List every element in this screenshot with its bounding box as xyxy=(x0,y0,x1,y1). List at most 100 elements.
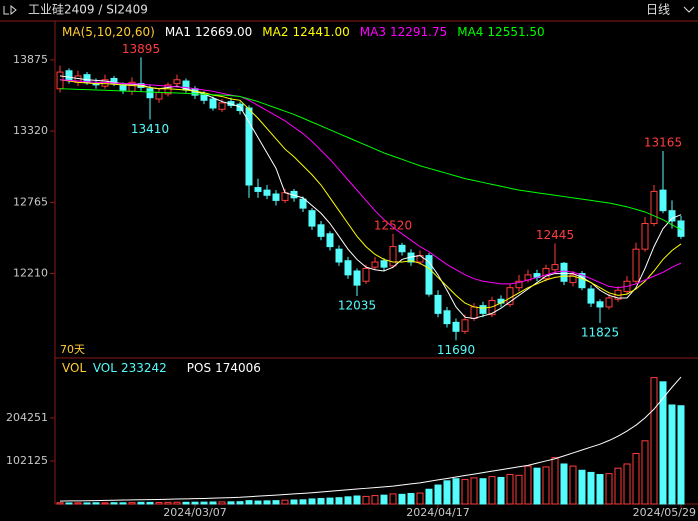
toolbar: 工业硅2409 / SI2409 日线 xyxy=(3,3,695,17)
volume-bar xyxy=(74,502,82,505)
candle-body xyxy=(371,261,379,268)
volume-bar xyxy=(110,502,118,505)
period[interactable]: 日线 xyxy=(646,3,670,17)
low-label: 11690 xyxy=(437,343,475,357)
volume-bar xyxy=(281,499,289,505)
volume-bar xyxy=(425,488,433,505)
volume-bar xyxy=(218,501,226,505)
high-label: 13165 xyxy=(644,135,682,149)
candle-body xyxy=(470,306,478,319)
x-tick-label: 2024/03/07 xyxy=(163,506,226,519)
volume-bar xyxy=(236,501,244,505)
legend-value: 12291.75 xyxy=(390,25,447,39)
volume-bar xyxy=(632,452,640,505)
legend-name: MA2 xyxy=(262,25,288,39)
candle-body xyxy=(596,301,604,308)
candle-body xyxy=(335,248,343,263)
volume-bar xyxy=(614,467,622,505)
vol-value: 233242 xyxy=(121,361,167,375)
volume-bar xyxy=(623,463,631,505)
candle-body xyxy=(641,223,649,250)
vol-name: VOL xyxy=(93,361,117,375)
candle-body xyxy=(317,224,325,237)
symbol[interactable]: 工业硅2409 / SI2409 xyxy=(28,3,148,17)
candle-body xyxy=(479,305,487,314)
volume-bar xyxy=(650,377,658,505)
volume-bar xyxy=(119,502,127,505)
x-tick-label: 2024/05/29 xyxy=(633,506,696,519)
volume-bar xyxy=(677,405,685,505)
volume-bar xyxy=(317,498,325,505)
volume-bar xyxy=(155,502,163,505)
volume-bar xyxy=(335,497,343,505)
volume-bar xyxy=(668,404,676,505)
candle-body xyxy=(659,189,667,212)
volume-bar xyxy=(290,499,298,505)
vol-title: VOL xyxy=(62,361,86,375)
volume-bar xyxy=(380,494,388,505)
volume-bar xyxy=(56,502,64,505)
volume-bar xyxy=(461,479,469,505)
ma-line xyxy=(59,79,682,309)
volume-bar xyxy=(587,471,595,505)
candle-body xyxy=(452,321,460,332)
volume-bar xyxy=(479,478,487,505)
volume-bar xyxy=(164,501,172,505)
candle-body xyxy=(272,193,280,201)
volume-bar xyxy=(560,463,568,505)
volume-bar xyxy=(83,502,91,505)
candle-body xyxy=(146,88,154,99)
high-label: 12520 xyxy=(374,218,412,232)
y-tick-label: 13320 xyxy=(13,124,48,137)
candle-body xyxy=(83,74,91,83)
volume-bar xyxy=(65,502,73,505)
ma-title: MA(5,10,20,60) xyxy=(62,25,155,39)
y-tick-label: 12210 xyxy=(13,267,48,280)
pos-line xyxy=(59,376,682,502)
vol-header: VOL VOL 233242 POS 174006 xyxy=(62,361,261,375)
days-label: 70天 xyxy=(60,343,85,356)
candle-body xyxy=(308,210,316,227)
volume-bar xyxy=(533,467,541,505)
volume-bar xyxy=(344,496,352,505)
volume-bar xyxy=(101,502,109,505)
candle-body xyxy=(587,288,595,304)
volume-bar xyxy=(398,493,406,505)
candle-body xyxy=(650,190,658,225)
period-arrow[interactable] xyxy=(683,6,695,13)
candle-body xyxy=(326,233,334,248)
x-tick-label: 2024/04/17 xyxy=(406,506,469,519)
candle-body xyxy=(398,244,406,253)
y-tick-label: 12765 xyxy=(13,195,48,208)
candle-body xyxy=(497,298,505,304)
toolbar-icon[interactable] xyxy=(3,4,17,16)
candle-body xyxy=(461,319,469,332)
volume-bar xyxy=(182,501,190,505)
volume-bar xyxy=(128,502,136,505)
volume-bar xyxy=(245,500,253,505)
volume-bar xyxy=(299,499,307,505)
volume-bar xyxy=(227,501,235,505)
volume-bar xyxy=(515,474,523,505)
candle-body xyxy=(353,270,361,286)
candle-body xyxy=(65,70,73,81)
low-label: 11825 xyxy=(581,325,619,339)
candle-body xyxy=(362,267,370,282)
low-label: 13410 xyxy=(131,122,169,136)
candle-body xyxy=(434,294,442,314)
volume-bar xyxy=(92,502,100,505)
candle-body xyxy=(425,255,433,295)
volume-bar xyxy=(137,501,145,505)
candle-body xyxy=(299,198,307,209)
volume-bar xyxy=(407,492,415,505)
volume-bar xyxy=(263,500,271,505)
vol-tick-label: 102125 xyxy=(6,454,48,467)
y-tick-label: 13875 xyxy=(13,53,48,66)
legend-value: 12669.00 xyxy=(195,25,252,39)
candle-body xyxy=(632,248,640,282)
candle-body xyxy=(668,210,676,222)
volume-bar xyxy=(452,478,460,505)
candle-body xyxy=(578,273,586,289)
ma-line xyxy=(59,75,682,320)
